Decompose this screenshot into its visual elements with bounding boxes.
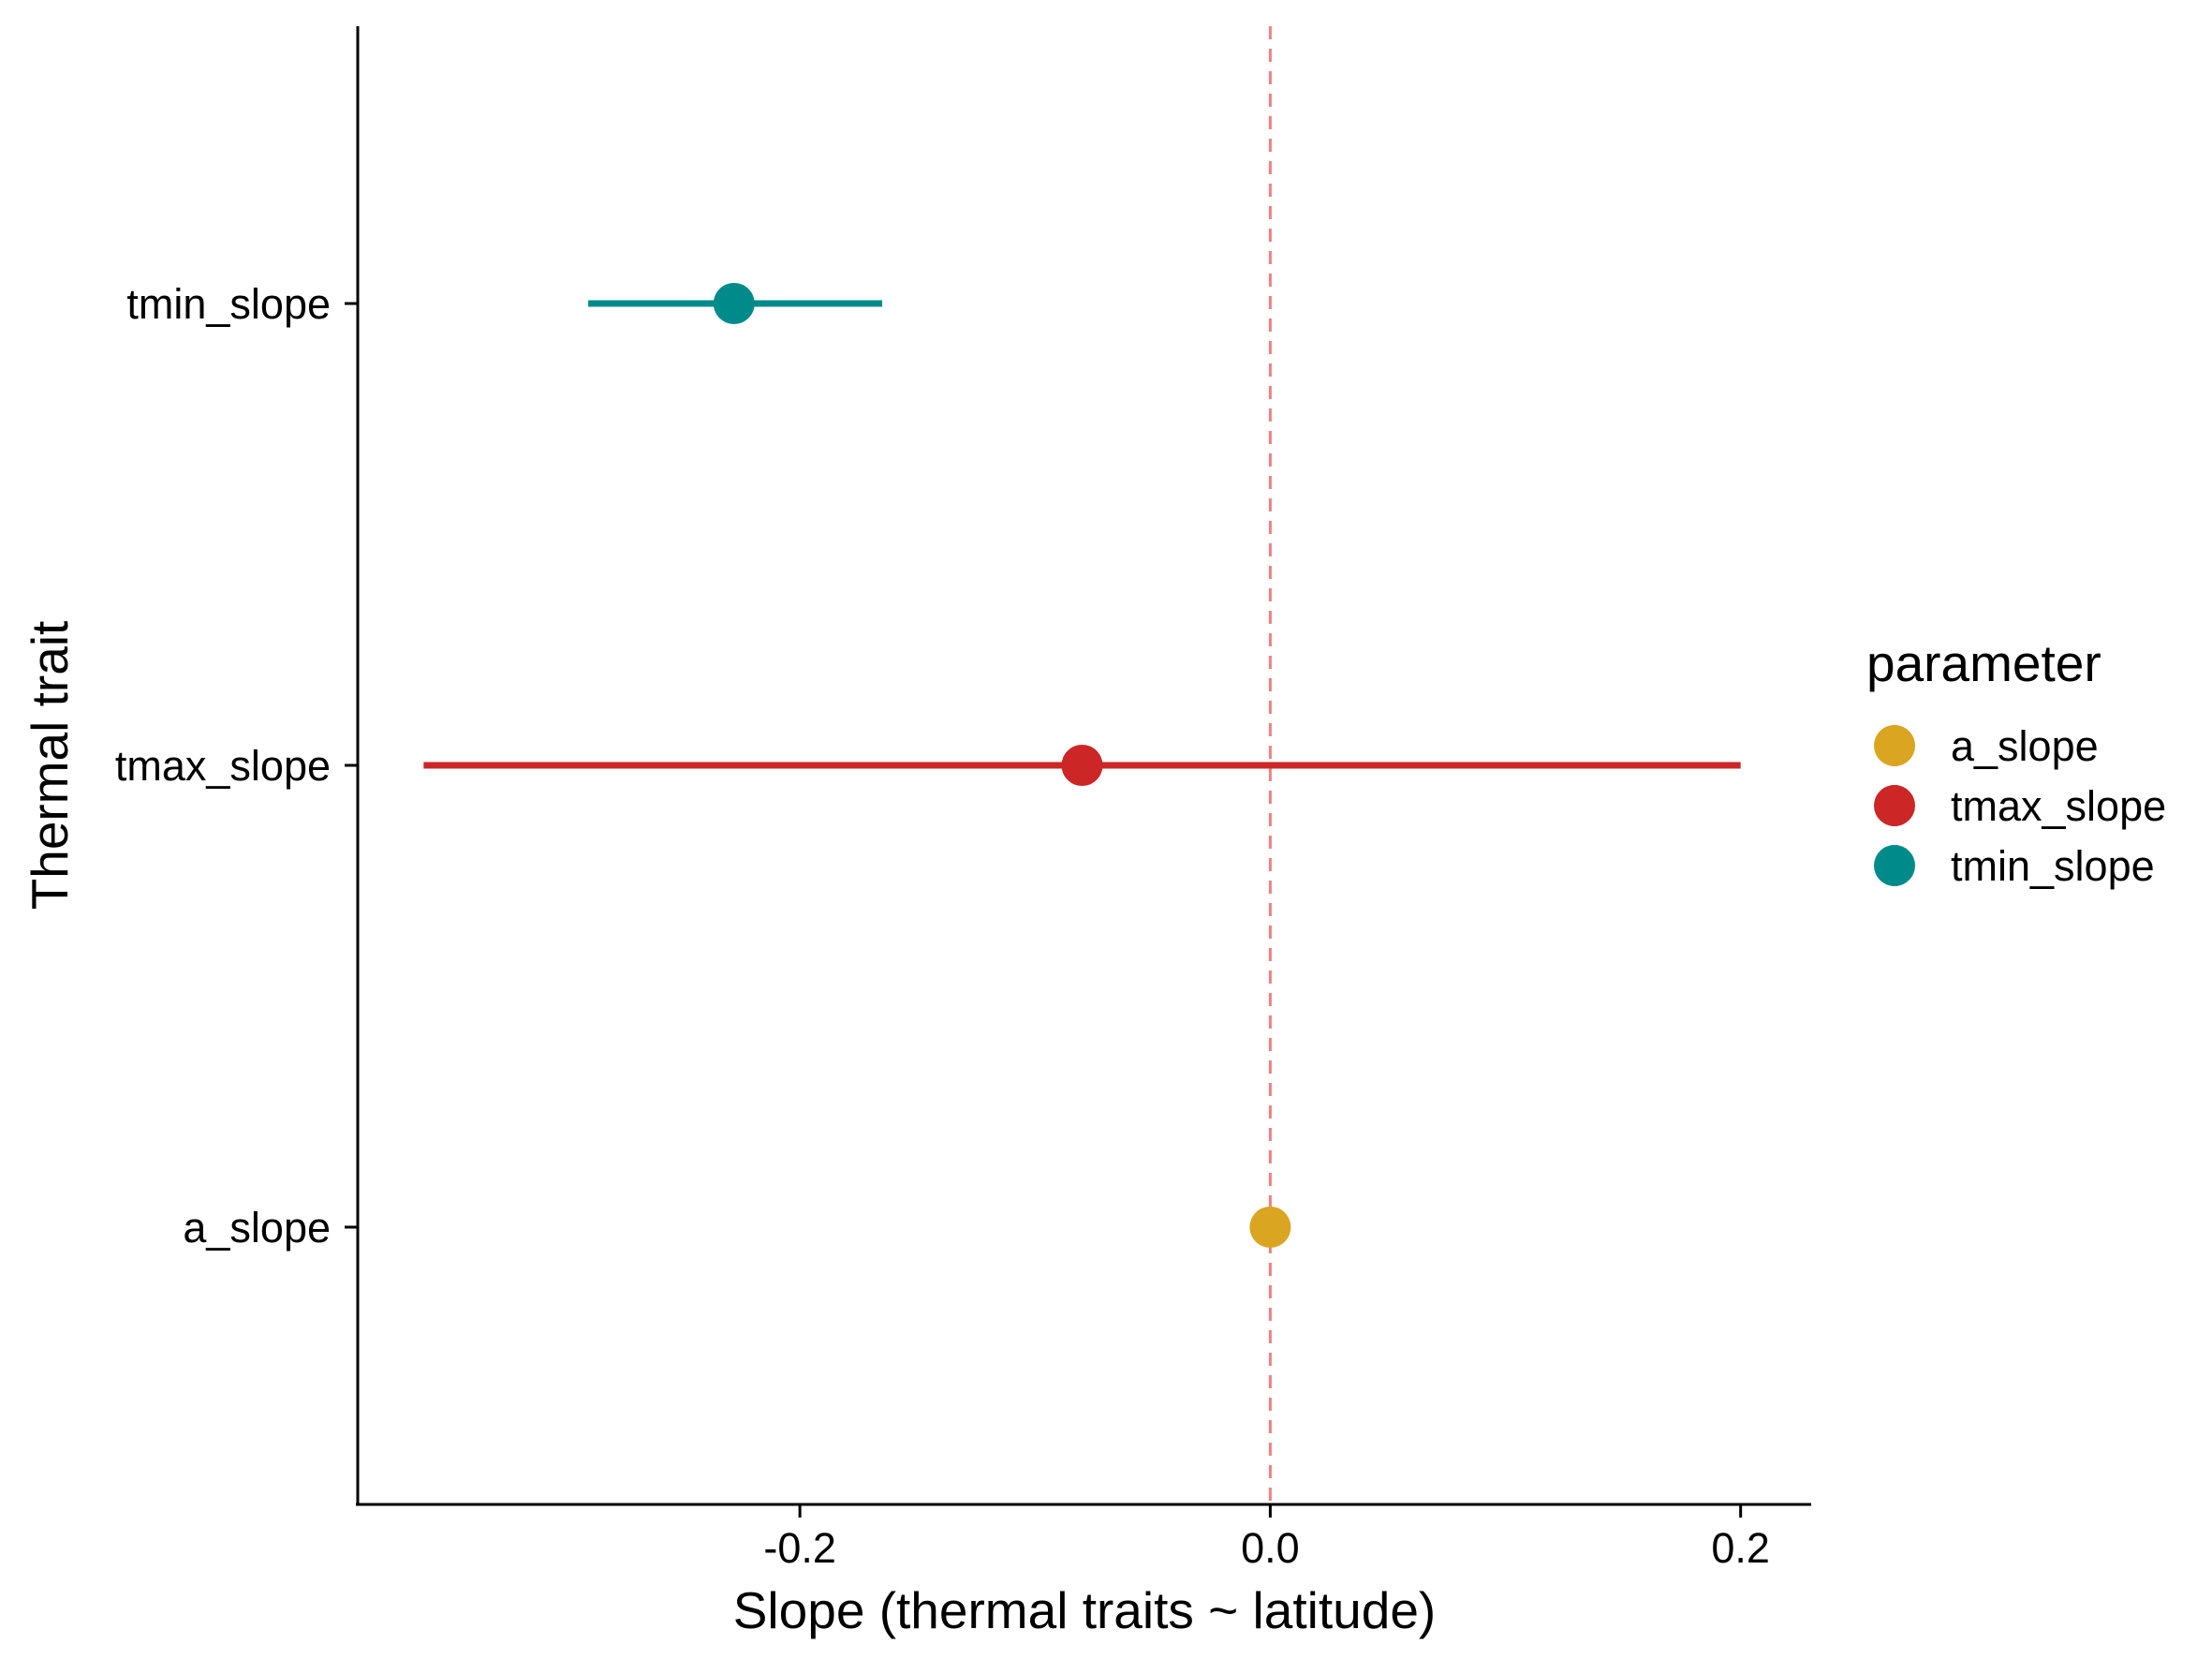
y-axis-title: Thermal trait	[21, 621, 79, 911]
legend-label: a_slope	[1951, 722, 2099, 770]
legend-key-tmax-slope	[1874, 785, 1915, 826]
x-tick-label: 0.2	[1711, 1524, 1770, 1572]
x-tick-label: -0.2	[763, 1524, 836, 1572]
legend: parameter a_slope tmax_slope tmin_slope	[1866, 634, 2166, 890]
x-tick-label: 0.0	[1241, 1524, 1300, 1572]
y-tick-label: tmin_slope	[126, 280, 331, 328]
y-tick-label: a_slope	[183, 1204, 331, 1252]
x-ticks: -0.2 0.0 0.2	[763, 1504, 1770, 1572]
legend-label: tmin_slope	[1951, 842, 2155, 890]
legend-key-a-slope	[1874, 725, 1915, 766]
y-tick-label: tmax_slope	[115, 742, 331, 790]
legend-key-tmin-slope	[1874, 845, 1915, 886]
legend-label: tmax_slope	[1951, 782, 2166, 830]
plot-marks	[423, 26, 1741, 1504]
point-tmin-slope	[713, 283, 755, 324]
x-axis-title: Slope (thermal traits ~ latitude)	[733, 1581, 1436, 1639]
y-ticks: tmin_slope tmax_slope a_slope	[115, 280, 358, 1252]
legend-title: parameter	[1866, 634, 2101, 692]
point-tmax-slope	[1061, 745, 1103, 786]
point-a-slope	[1249, 1207, 1291, 1248]
